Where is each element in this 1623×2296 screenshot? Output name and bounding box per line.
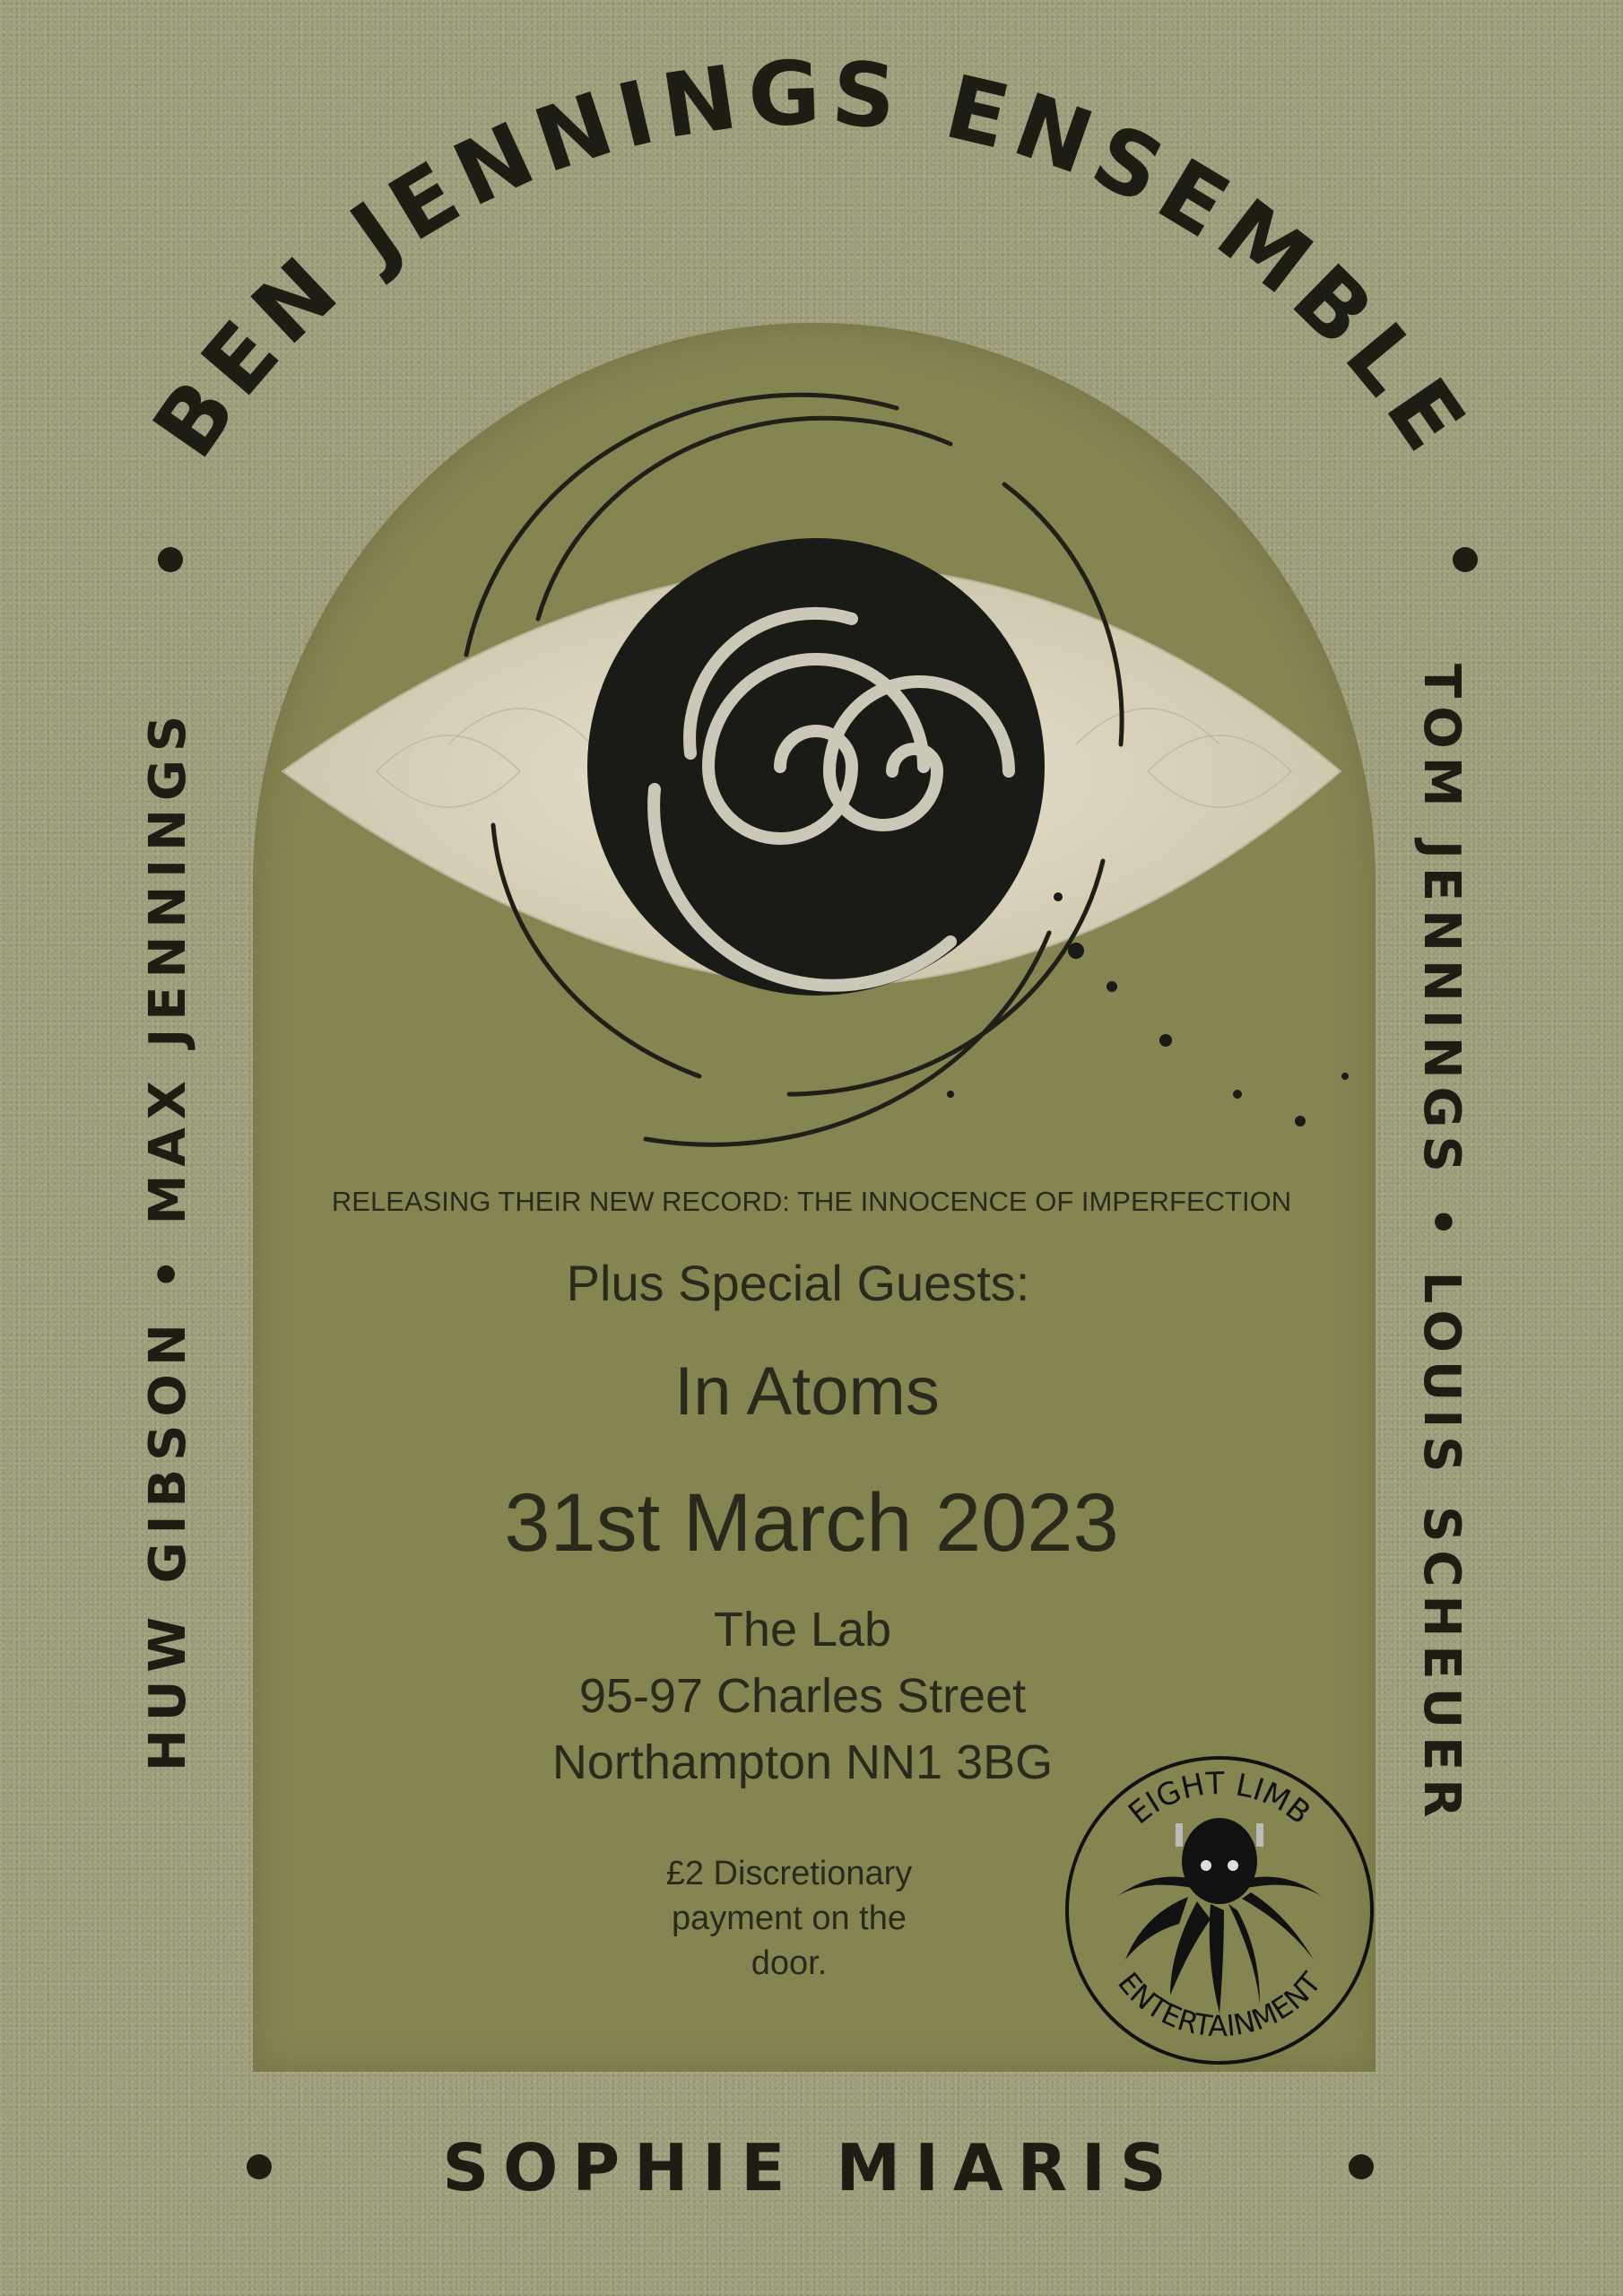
payment-line-2: payment on the [672, 1900, 907, 1937]
guests-label: Plus Special Guests: [566, 1255, 1030, 1311]
bullet-dot-left-top [158, 547, 183, 572]
eight-limb-logo: EIGHT LIMB ENTERTAINMENT [1065, 1756, 1374, 2065]
bullet-dot-bottom-right [1349, 2154, 1374, 2179]
members-bottom: SOPHIE MIARIS [442, 2130, 1181, 2205]
venue-city: Northampton NN1 3BG [551, 1735, 1054, 1789]
payment-line-3: door. [751, 1944, 828, 1982]
pupil [587, 538, 1045, 996]
venue-name: The Lab [713, 1603, 892, 1657]
event-date: 31st March 2023 [504, 1477, 1119, 1569]
guest-name: In Atoms [674, 1353, 940, 1430]
payment-info: £2 Discretionary payment on the door. [0, 1851, 1601, 1986]
octopus-icon [1116, 1818, 1323, 2013]
venue-address: The Lab 95-97 Charles Street Northampton… [0, 1596, 1614, 1796]
eye-artwork [281, 392, 1349, 1147]
venue-street: 95-97 Charles Street [578, 1669, 1027, 1723]
release-announcement: RELEASING THEIR NEW RECORD: THE INNOCENC… [331, 1186, 1292, 1217]
bullet-dot-bottom-left [247, 2154, 272, 2179]
bullet-dot-right-top [1453, 547, 1478, 572]
payment-line-1: £2 Discretionary [665, 1855, 913, 1892]
